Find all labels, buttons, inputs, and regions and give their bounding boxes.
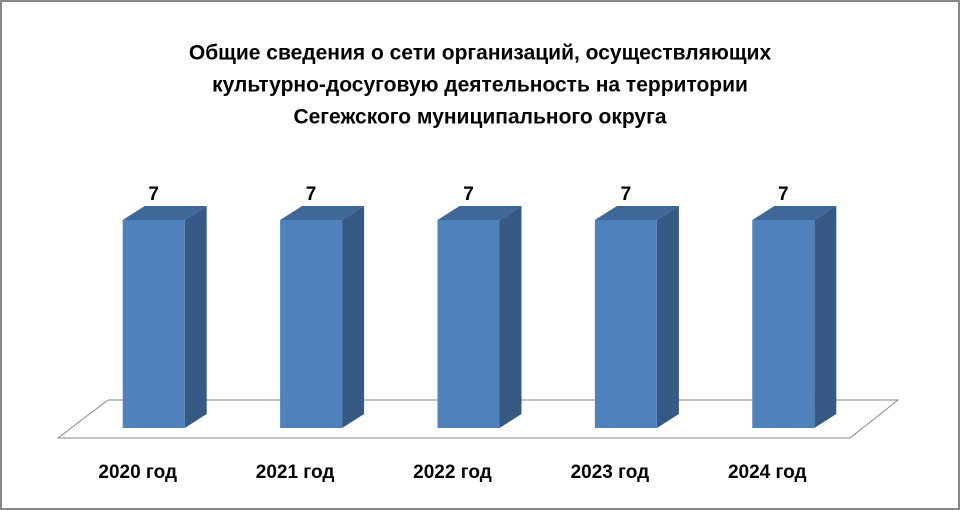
bar-front — [280, 220, 343, 428]
bar — [752, 206, 837, 428]
x-tick-label: 2021 год — [256, 462, 335, 483]
bar-top — [437, 206, 522, 220]
chart-title: Сегежского муниципального округа — [293, 106, 666, 129]
bar — [122, 206, 207, 428]
data-label: 7 — [463, 184, 474, 205]
data-label: 7 — [778, 184, 789, 205]
bar — [594, 206, 679, 428]
bar — [437, 206, 522, 428]
bar-side — [656, 206, 679, 428]
bar-top — [752, 206, 837, 220]
bar-front — [122, 220, 185, 428]
x-tick-label: 2023 год — [571, 462, 650, 483]
bar-front — [594, 220, 657, 428]
data-label: 7 — [148, 184, 159, 205]
bar-front — [752, 220, 815, 428]
bar-top — [594, 206, 679, 220]
bar-side — [814, 206, 837, 428]
x-tick-label: 2024 год — [728, 462, 807, 483]
bar — [280, 206, 365, 428]
x-tick-label: 2020 год — [98, 462, 177, 483]
chart-title: культурно-досуговую деятельность на терр… — [212, 74, 748, 97]
data-label: 7 — [306, 184, 317, 205]
chart-title: Общие сведения о сети организаций, осуще… — [189, 42, 772, 65]
bar-side — [342, 206, 365, 428]
bar-top — [122, 206, 207, 220]
bar-side — [499, 206, 522, 428]
x-tick-label: 2022 год — [413, 462, 492, 483]
data-label: 7 — [621, 184, 632, 205]
bar-side — [184, 206, 207, 428]
bar-front — [437, 220, 500, 428]
bar-top — [280, 206, 365, 220]
